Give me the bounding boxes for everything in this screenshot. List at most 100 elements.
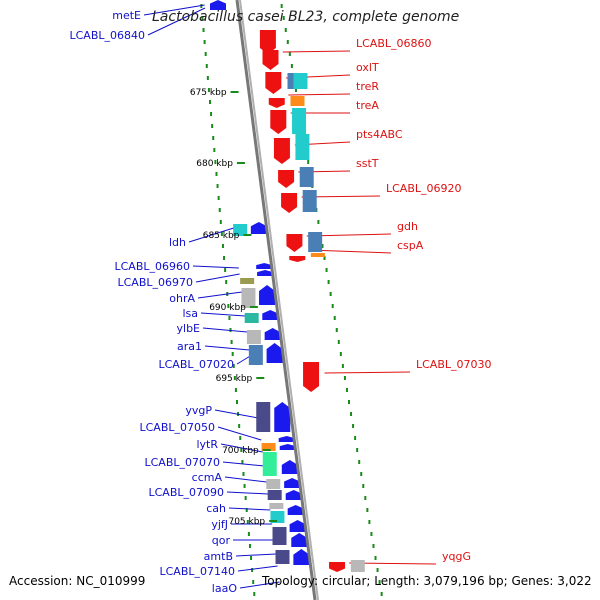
tick-left [233, 376, 236, 380]
forward-label-connector [204, 345, 250, 351]
forward-gene-label: ldh [169, 236, 186, 249]
tick-right [341, 364, 344, 368]
cds-box-12 [244, 313, 259, 323]
reverse-label-connector [288, 93, 351, 96]
cds-box-3 [292, 108, 307, 134]
kbp-label: 680 kbp [196, 159, 233, 169]
reverse-gene-arrow-6 [278, 170, 295, 188]
forward-gene-label: yvgP [185, 404, 212, 417]
tick-right [354, 436, 357, 440]
forward-label-connector [226, 491, 269, 495]
cds-box-14 [248, 345, 263, 365]
tick-left [240, 448, 243, 452]
forward-label-connector [224, 476, 267, 483]
tick-left [248, 544, 251, 548]
tick-right [294, 88, 297, 92]
reverse-label-connector [282, 50, 351, 53]
forward-gene-label: cah [206, 502, 226, 515]
reverse-gene-label: cspA [397, 239, 424, 252]
label-connector-lines [143, 4, 437, 589]
forward-gene-arrow-12 [285, 490, 302, 500]
tick-left [247, 532, 250, 536]
cds-box-6 [302, 190, 317, 212]
tick-right [364, 496, 367, 500]
gene-arrows [210, 0, 346, 572]
reverse-label-connector [308, 249, 392, 254]
kbp-label: 695 kbp [216, 374, 253, 384]
forward-gene-arrow-5 [264, 328, 281, 340]
tick-right [366, 508, 369, 512]
forward-label-connector [143, 4, 205, 16]
tick-right [323, 256, 326, 260]
reverse-gene-label: oxlT [356, 61, 379, 74]
tick-left [217, 196, 220, 200]
reverse-gene-arrow-4 [270, 110, 287, 134]
forward-gene-label: yjfJ [211, 518, 228, 531]
tick-right [370, 532, 373, 536]
cds-box-7 [308, 232, 323, 252]
cds-box-16 [261, 443, 276, 451]
tick-left [232, 364, 235, 368]
tick-right [307, 160, 310, 164]
cds-box-19 [267, 490, 282, 500]
tick-right [368, 520, 371, 524]
forward-label-connector [235, 553, 277, 557]
tick-right [325, 268, 328, 272]
forward-label-connector [192, 265, 239, 269]
accession-text: Accession: NC_010999 [9, 574, 146, 588]
tick-right [286, 40, 289, 44]
forward-gene-label: LCABL_07020 [158, 358, 234, 371]
forward-gene-label: LCABL_07070 [144, 456, 220, 469]
topology-text: Topology: circular; Length: 3,079,196 bp… [262, 574, 592, 588]
forward-label-connector [200, 312, 246, 317]
kbp-label: 705 kbp [228, 517, 265, 527]
forward-gene-label: amtB [204, 550, 233, 563]
cds-box-4 [295, 134, 310, 160]
cds-box-13 [246, 330, 261, 344]
gene-labels: LCABL_06860 oxlT treR treA pts4ABC sstT LCABL_… [69, 9, 491, 595]
forward-label-connector [228, 507, 271, 511]
cds-box-20 [269, 503, 284, 509]
tick-left [204, 52, 207, 56]
reverse-gene-label: gdh [397, 220, 418, 233]
tick-left [215, 172, 218, 176]
forward-gene-label: ylbE [177, 322, 201, 335]
tick-right [343, 376, 346, 380]
forward-gene-label: lsa [182, 307, 198, 320]
forward-gene-arrow-11 [284, 478, 301, 488]
forward-gene-label: LCABL_07050 [139, 421, 215, 434]
forward-label-connector [222, 461, 265, 467]
tick-left [230, 340, 233, 344]
map-title: Lactobacillus casei BL23, complete genom… [152, 9, 460, 25]
forward-gene-label: ohrA [169, 292, 195, 305]
forward-gene-label: LCABL_07140 [159, 565, 235, 578]
forward-gene-arrow-13 [287, 505, 304, 515]
reverse-gene-arrow-9 [289, 256, 306, 262]
cds-box-18 [266, 479, 281, 489]
forward-gene-arrow-4 [262, 310, 279, 320]
forward-gene-label: ara1 [177, 340, 202, 353]
forward-gene-arrow-2 [257, 270, 274, 276]
tick-right [331, 304, 334, 308]
forward-gene-arrow-14 [289, 520, 306, 532]
kbp-label: 700 kbp [222, 446, 259, 456]
tick-left [239, 436, 242, 440]
forward-gene-arrow-0 [250, 222, 267, 234]
tick-right [350, 412, 353, 416]
reverse-gene-label: treA [356, 99, 379, 112]
tick-left [238, 424, 241, 428]
tick-left [252, 580, 255, 584]
tick-right [374, 556, 377, 560]
tick-left [203, 40, 206, 44]
tick-right [317, 220, 320, 224]
reverse-gene-arrow-2 [265, 72, 282, 94]
tick-left [201, 16, 204, 20]
forward-gene-label: ccmA [192, 471, 223, 484]
cds-box-22 [272, 527, 287, 545]
reverse-gene-label: LCABL_07030 [416, 358, 492, 371]
tick-right [372, 544, 375, 548]
tick-left [213, 148, 216, 152]
forward-label-connector [236, 355, 251, 365]
forward-gene-label: LCABL_06840 [69, 29, 145, 42]
